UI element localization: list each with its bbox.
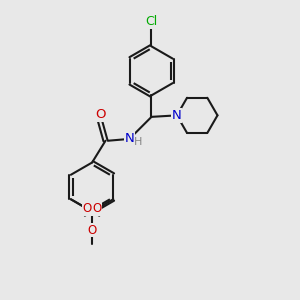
Text: N: N (124, 132, 134, 145)
Text: O: O (82, 202, 92, 215)
Text: N: N (172, 109, 182, 122)
Text: O: O (93, 202, 102, 215)
Text: O: O (95, 108, 105, 121)
Text: Cl: Cl (146, 15, 158, 28)
Text: N: N (172, 109, 182, 122)
Text: O: O (87, 224, 97, 236)
Text: H: H (134, 137, 142, 147)
